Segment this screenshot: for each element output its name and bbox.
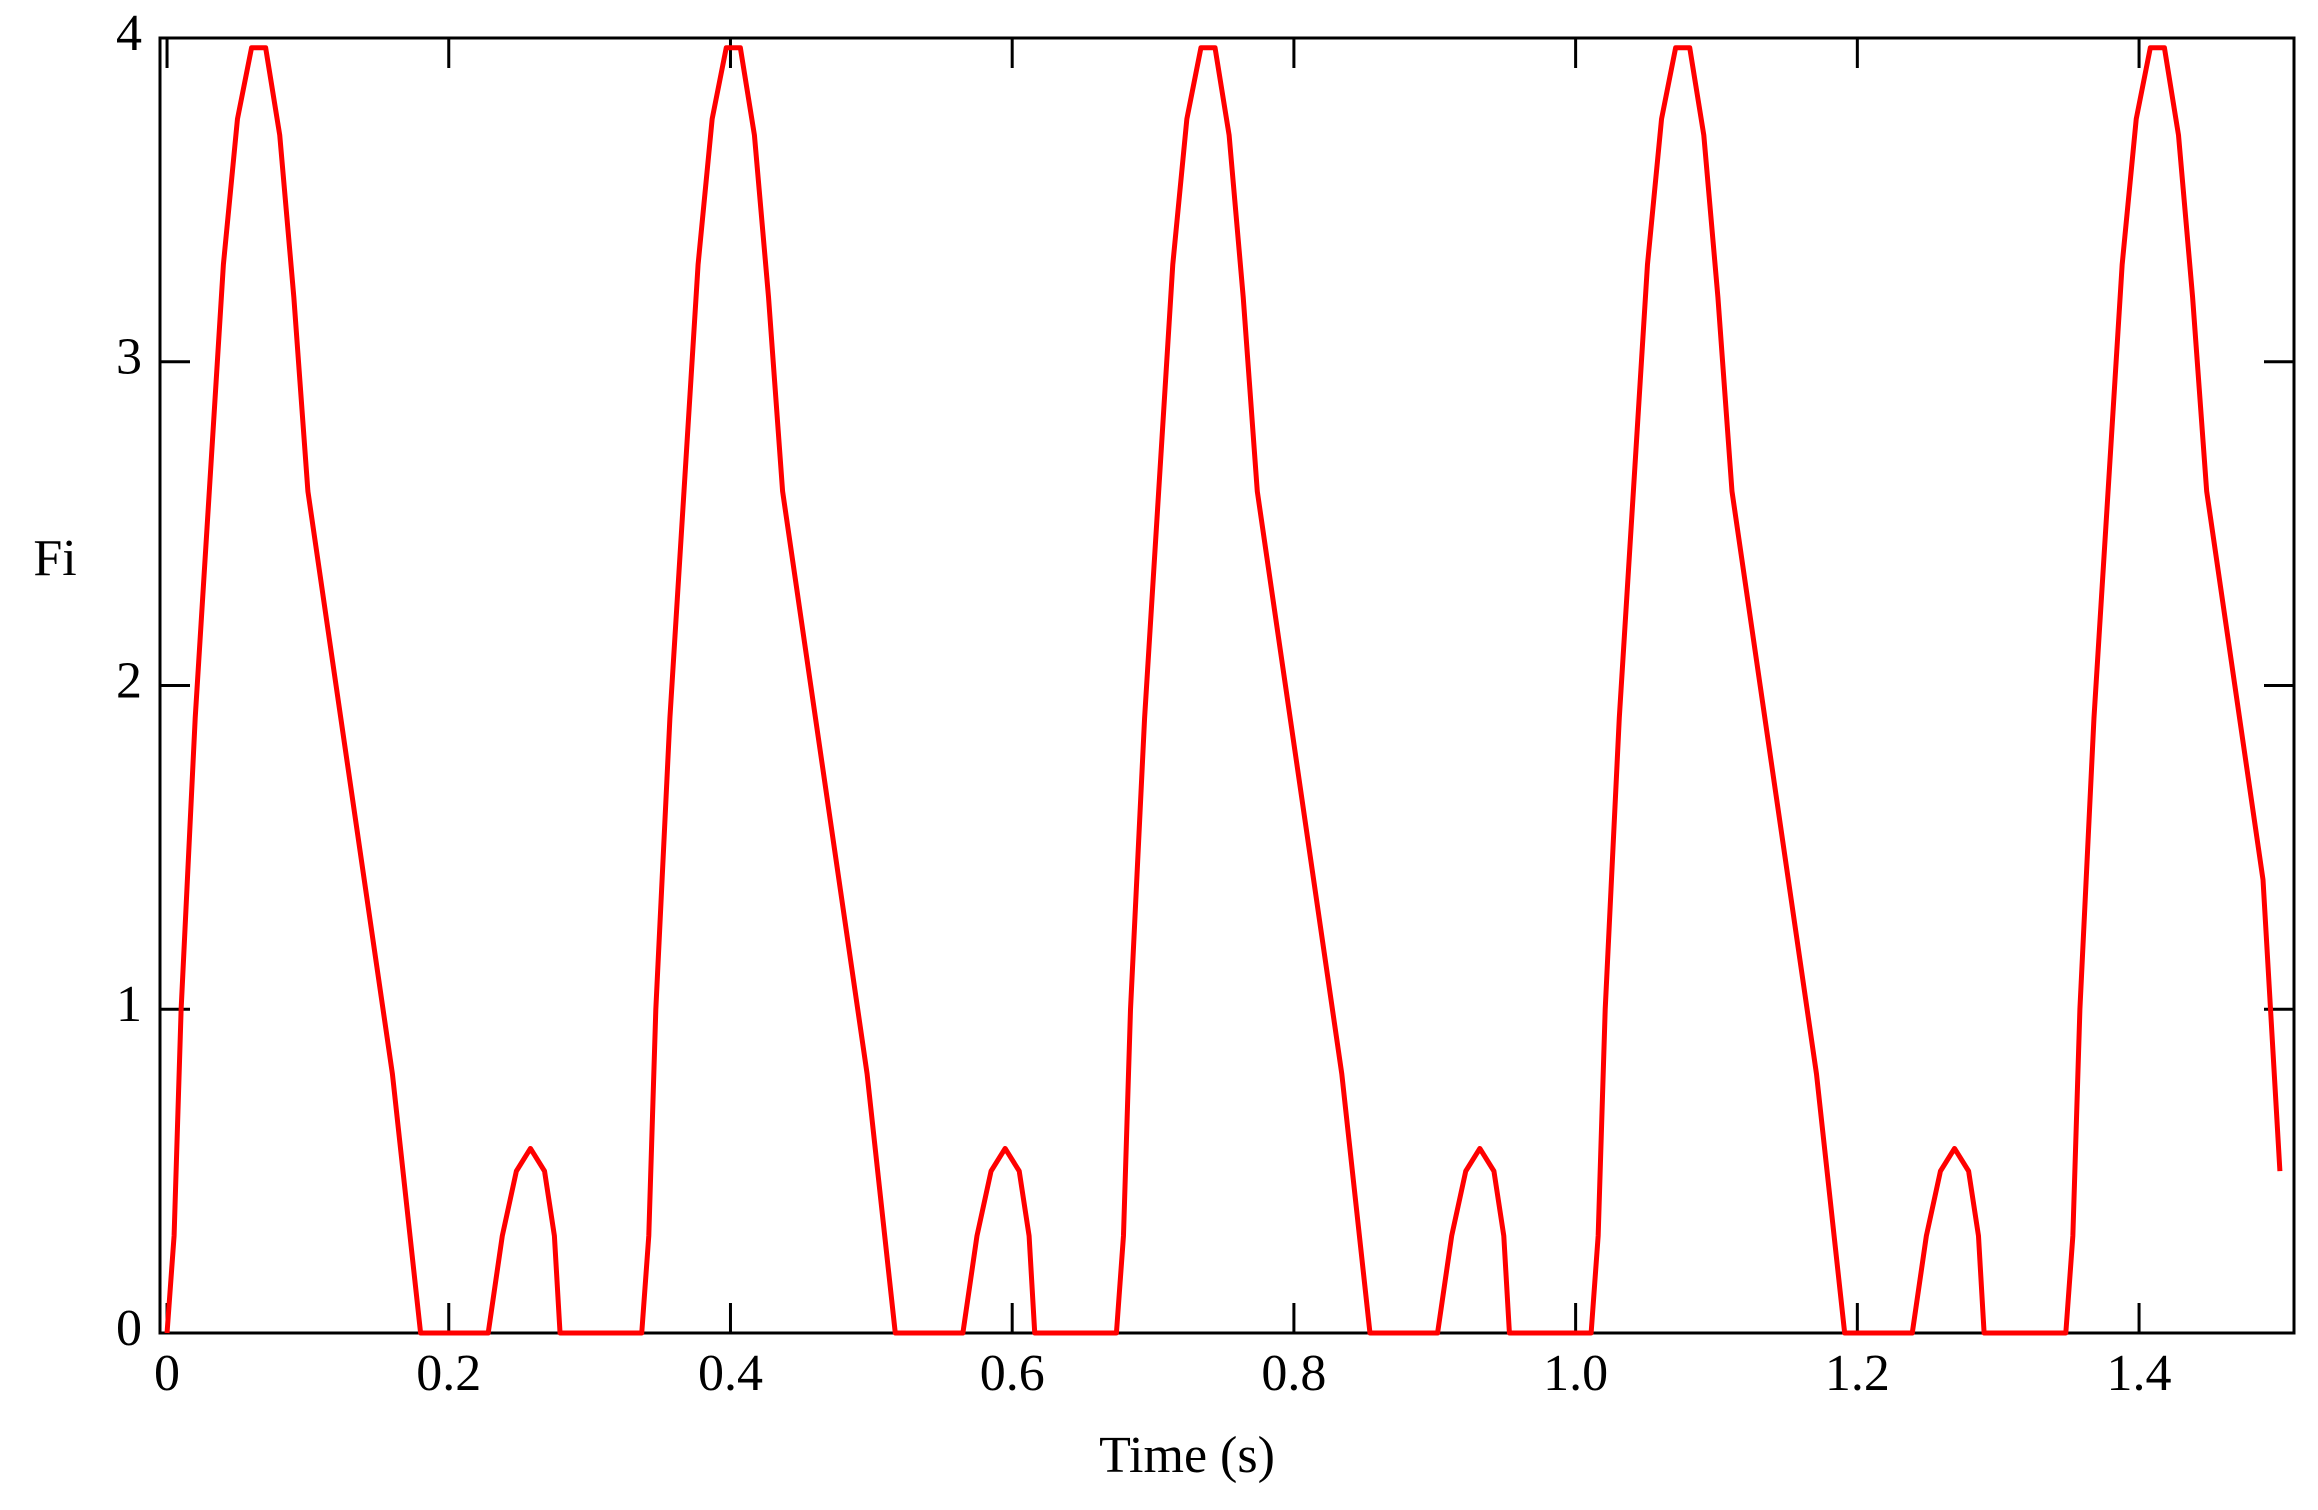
y-tick-label: 2 [116,652,142,709]
x-tick-label: 1.0 [1543,1345,1608,1402]
y-tick-label: 1 [116,976,142,1033]
y-axis-label: Fi [33,530,76,587]
x-tick-label: 0 [154,1345,180,1402]
x-tick-label: 0.2 [416,1345,481,1402]
data-line [164,45,2283,1336]
x-tick-label: 0.8 [1261,1345,1326,1402]
y-tick-label: 4 [116,5,142,62]
x-tick-label: 1.2 [1825,1345,1890,1402]
plot-frame [158,36,2296,1335]
y-tick-label: 3 [116,329,142,386]
x-tick-label: 1.4 [2107,1345,2172,1402]
x-axis-label: Time (s) [1099,1427,1275,1484]
x-tick-label: 0.4 [698,1345,763,1402]
y-tick-label: 0 [116,1300,142,1357]
x-tick-label: 0.6 [980,1345,1045,1402]
